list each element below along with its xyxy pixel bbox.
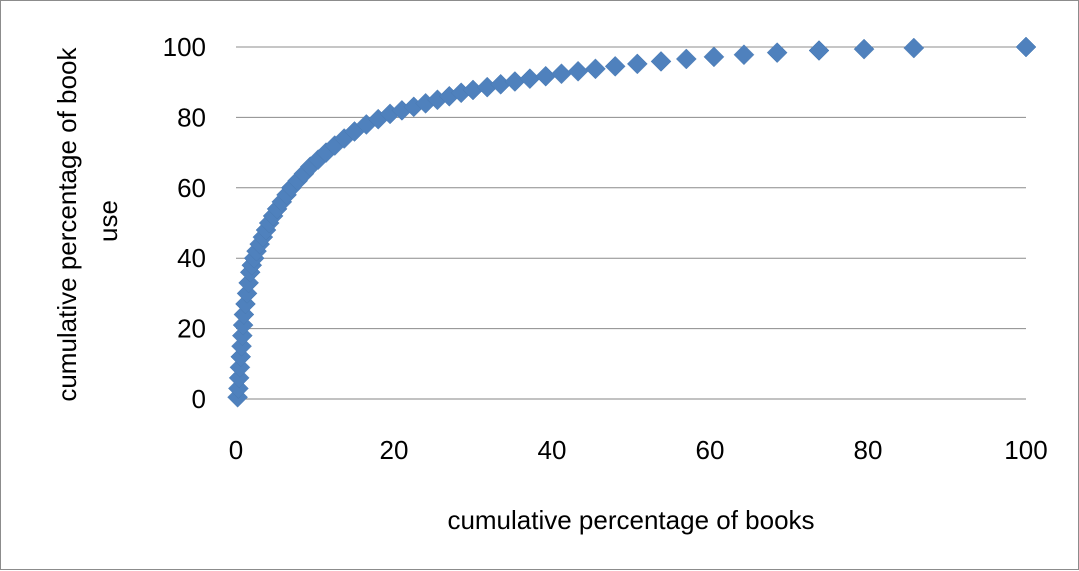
data-point <box>567 60 589 82</box>
data-point <box>504 71 526 92</box>
y-axis-title-line-1: cumulative percentage of book <box>52 47 82 402</box>
data-point <box>675 48 697 70</box>
data-point <box>604 56 626 77</box>
data-point <box>585 58 606 80</box>
x-tick-label: 60 <box>696 435 725 465</box>
y-axis-ticks: 0 20 40 60 80 100 <box>163 32 206 414</box>
data-point <box>853 38 875 60</box>
y-axis-title-line-2: use <box>93 200 123 242</box>
data-point <box>733 44 755 66</box>
x-tick-label: 80 <box>854 435 883 465</box>
data-point <box>519 68 541 90</box>
data-point <box>650 51 672 72</box>
data-point <box>535 65 557 87</box>
data-point <box>551 63 572 85</box>
data-point <box>1015 36 1037 58</box>
data-point <box>238 272 259 294</box>
data-point <box>808 40 830 61</box>
data-point <box>703 46 725 68</box>
x-tick-label: 40 <box>538 435 567 465</box>
y-tick-label: 80 <box>177 102 206 132</box>
x-tick-label: 100 <box>1004 435 1047 465</box>
y-tick-label: 100 <box>163 32 206 62</box>
data-point <box>766 42 788 63</box>
x-axis-title: cumulative percentage of books <box>447 505 814 535</box>
y-tick-label: 20 <box>177 314 206 344</box>
gridlines <box>236 46 1026 400</box>
y-axis-title: cumulative percentage of book use <box>52 40 123 401</box>
x-tick-label: 20 <box>380 435 409 465</box>
y-tick-label: 60 <box>177 173 206 203</box>
x-axis-ticks: 0 20 40 60 80 100 <box>229 435 1048 465</box>
y-tick-label: 40 <box>177 243 206 273</box>
x-tick-label: 0 <box>229 435 243 465</box>
y-tick-label: 0 <box>192 384 206 414</box>
data-series <box>227 36 1037 408</box>
data-point <box>626 53 648 75</box>
data-point <box>903 37 925 59</box>
